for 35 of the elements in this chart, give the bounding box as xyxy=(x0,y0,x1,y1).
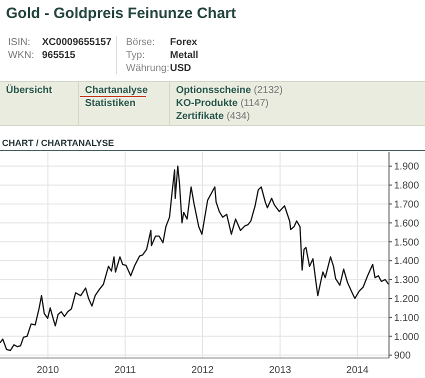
text: WKN: xyxy=(8,50,34,62)
text: KO-Produkte (1147) xyxy=(176,98,269,110)
y-tick-label: 1.600 xyxy=(394,218,420,230)
y-tick-label: 900 xyxy=(394,350,412,362)
text: Typ: xyxy=(126,50,145,62)
x-tick-label: 2011 xyxy=(114,365,136,376)
chart-subtitle: CHART / CHARTANALYSE xyxy=(2,138,114,148)
text: Übersicht xyxy=(6,85,52,97)
text: Metall xyxy=(170,50,198,62)
y-tick-label: 1.500 xyxy=(394,237,420,248)
text: Statistiken xyxy=(85,98,136,110)
y-tick-label: 1.100 xyxy=(394,312,420,324)
text: Forex xyxy=(170,37,198,49)
text: XC0009655157 xyxy=(42,37,112,49)
y-tick-label: 1.800 xyxy=(394,180,420,192)
text: 965515 xyxy=(42,50,76,62)
text: USD xyxy=(170,63,192,75)
y-tick-label: 1.700 xyxy=(394,200,420,211)
text: Börse: xyxy=(126,37,155,49)
line-series xyxy=(0,166,389,352)
text: Chartanalyse xyxy=(85,85,148,97)
y-tick-label: 1.300 xyxy=(394,275,420,286)
text: Optionsscheine (2132) xyxy=(176,85,283,97)
y-tick-label: 1.900 xyxy=(394,162,420,173)
x-tick-label: 2010 xyxy=(36,365,60,376)
x-tick-label: 2012 xyxy=(191,365,214,376)
x-tick-label: 2014 xyxy=(346,365,369,376)
y-tick-label: 1.200 xyxy=(394,294,420,306)
x-tick-label: 2013 xyxy=(268,365,292,376)
y-tick-label: 1.000 xyxy=(394,332,420,343)
text: Zertifikate (434) xyxy=(176,111,250,123)
text: Währung: xyxy=(126,63,170,75)
chart-title: Gold - Goldpreis Feinunze Chart xyxy=(6,5,236,22)
y-tick-label: 1.400 xyxy=(394,256,420,268)
text: ISIN: xyxy=(8,37,30,49)
